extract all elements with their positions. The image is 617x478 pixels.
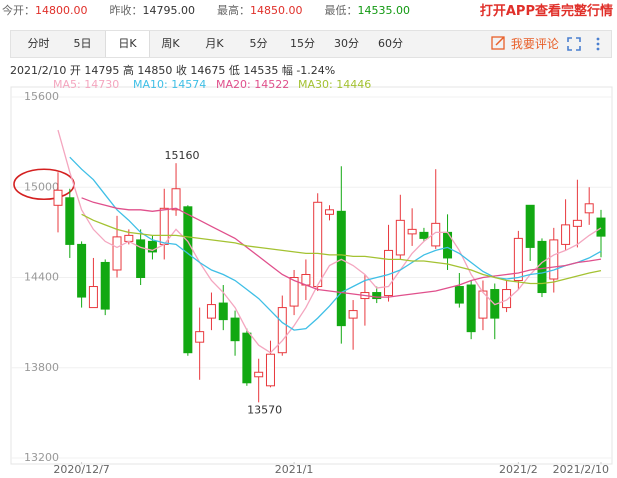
low-annotation: 13570 bbox=[247, 403, 282, 416]
fullscreen-icon[interactable] bbox=[567, 37, 581, 51]
candle-body bbox=[336, 210, 346, 327]
tab[interactable]: 日K bbox=[105, 31, 150, 57]
candle-body bbox=[549, 239, 559, 280]
candles bbox=[53, 163, 606, 403]
info-line: 2021/2/10 开 14795 高 14850 收 14675 低 1453… bbox=[10, 63, 335, 77]
legend-entry: MA5: 14730 bbox=[53, 78, 119, 91]
candle-body bbox=[100, 261, 110, 310]
candle-body bbox=[513, 237, 523, 282]
high-annotation: 15160 bbox=[165, 149, 200, 162]
tab[interactable]: 周K bbox=[161, 37, 180, 50]
candle-body bbox=[454, 286, 464, 304]
candle-body bbox=[206, 304, 216, 319]
candle-body bbox=[218, 302, 228, 321]
legend-entry: MA10: 14574 bbox=[133, 78, 206, 91]
tab-bar: 我要评论 分时 5日 日K 周K 月K 5分 15分 30分 60分 bbox=[10, 30, 612, 58]
candle-body bbox=[183, 206, 193, 354]
candle-body bbox=[325, 209, 334, 215]
y-tick-label: 13200 bbox=[24, 451, 59, 464]
candle-body bbox=[112, 236, 122, 271]
quote-value: 14800.00 bbox=[35, 4, 88, 17]
quote-label: 昨收： bbox=[109, 4, 143, 17]
candle-body bbox=[395, 219, 405, 256]
y-tick-label: 13800 bbox=[24, 361, 59, 374]
candle-body bbox=[289, 277, 299, 307]
candle-body bbox=[407, 228, 417, 235]
quote-label: 最低： bbox=[324, 4, 358, 17]
candle-body bbox=[195, 331, 205, 343]
candle-body bbox=[65, 197, 75, 245]
candle-body bbox=[537, 240, 547, 294]
candle-body bbox=[525, 204, 535, 248]
legend-entry: MA20: 14522 bbox=[216, 78, 289, 91]
candle-body bbox=[147, 240, 157, 253]
candle-body bbox=[124, 234, 134, 242]
x-tick-label: 2021/2 bbox=[499, 463, 538, 476]
quote-label: 今开： bbox=[2, 4, 35, 17]
candle-body bbox=[88, 286, 98, 309]
quote-value: 14535.00 bbox=[357, 4, 411, 17]
ma-line bbox=[81, 213, 602, 285]
candle-body bbox=[77, 243, 87, 298]
candle-body bbox=[254, 371, 264, 378]
candle-body bbox=[419, 231, 429, 239]
comment-button[interactable]: 我要评论 bbox=[491, 31, 559, 57]
candle-body bbox=[572, 219, 582, 227]
ma-line bbox=[81, 197, 602, 298]
candle-body bbox=[171, 188, 181, 211]
candle-body bbox=[53, 189, 63, 206]
candle-body bbox=[478, 290, 488, 319]
app-link[interactable]: 打开APP查看完整行情 bbox=[479, 4, 613, 19]
tab[interactable]: 5分 bbox=[249, 37, 268, 50]
comment-icon bbox=[491, 36, 505, 50]
plot-frame bbox=[10, 86, 613, 465]
y-tick-label: 15600 bbox=[24, 90, 59, 103]
y-tick-label: 14400 bbox=[24, 271, 59, 284]
more-icon[interactable] bbox=[595, 37, 601, 51]
candle-body bbox=[277, 307, 287, 354]
candle-body bbox=[466, 284, 476, 333]
ma-line bbox=[57, 129, 602, 354]
candle-body bbox=[596, 217, 606, 237]
legend-entry: MA30: 14446 bbox=[298, 78, 371, 91]
tab[interactable]: 月K bbox=[205, 37, 224, 50]
quote-value: 14850.00 bbox=[250, 4, 303, 17]
candle-body bbox=[561, 224, 571, 245]
tab[interactable]: 60分 bbox=[378, 37, 403, 50]
quote-bar: 今开：14800.00 昨收：14795.00 最高：14850.00 最低：1453… bbox=[2, 2, 432, 18]
x-tick-label: 2021/1 bbox=[275, 463, 314, 476]
tab[interactable]: 5日 bbox=[73, 37, 92, 50]
y-tick-label: 15000 bbox=[24, 180, 59, 193]
candle-body bbox=[159, 207, 169, 245]
tab[interactable]: 30分 bbox=[334, 37, 359, 50]
candle-body bbox=[313, 201, 323, 288]
candle-body bbox=[348, 310, 358, 319]
x-tick-label: 2021/2/10 bbox=[553, 463, 609, 476]
tab[interactable]: 15分 bbox=[290, 37, 315, 50]
candle-body bbox=[502, 289, 512, 309]
x-tick-label: 2020/12/7 bbox=[53, 463, 109, 476]
candle-body bbox=[230, 317, 240, 342]
quote-label: 最高： bbox=[217, 4, 250, 17]
candle-body bbox=[136, 239, 146, 278]
tab[interactable]: 分时 bbox=[27, 37, 50, 50]
candle-body bbox=[584, 203, 594, 214]
candle-body bbox=[265, 353, 275, 387]
comment-label: 我要评论 bbox=[510, 37, 559, 51]
quote-value: 14795.00 bbox=[142, 4, 196, 17]
candle-body bbox=[242, 332, 252, 384]
ma-line bbox=[69, 156, 602, 331]
candle-body bbox=[372, 292, 382, 300]
